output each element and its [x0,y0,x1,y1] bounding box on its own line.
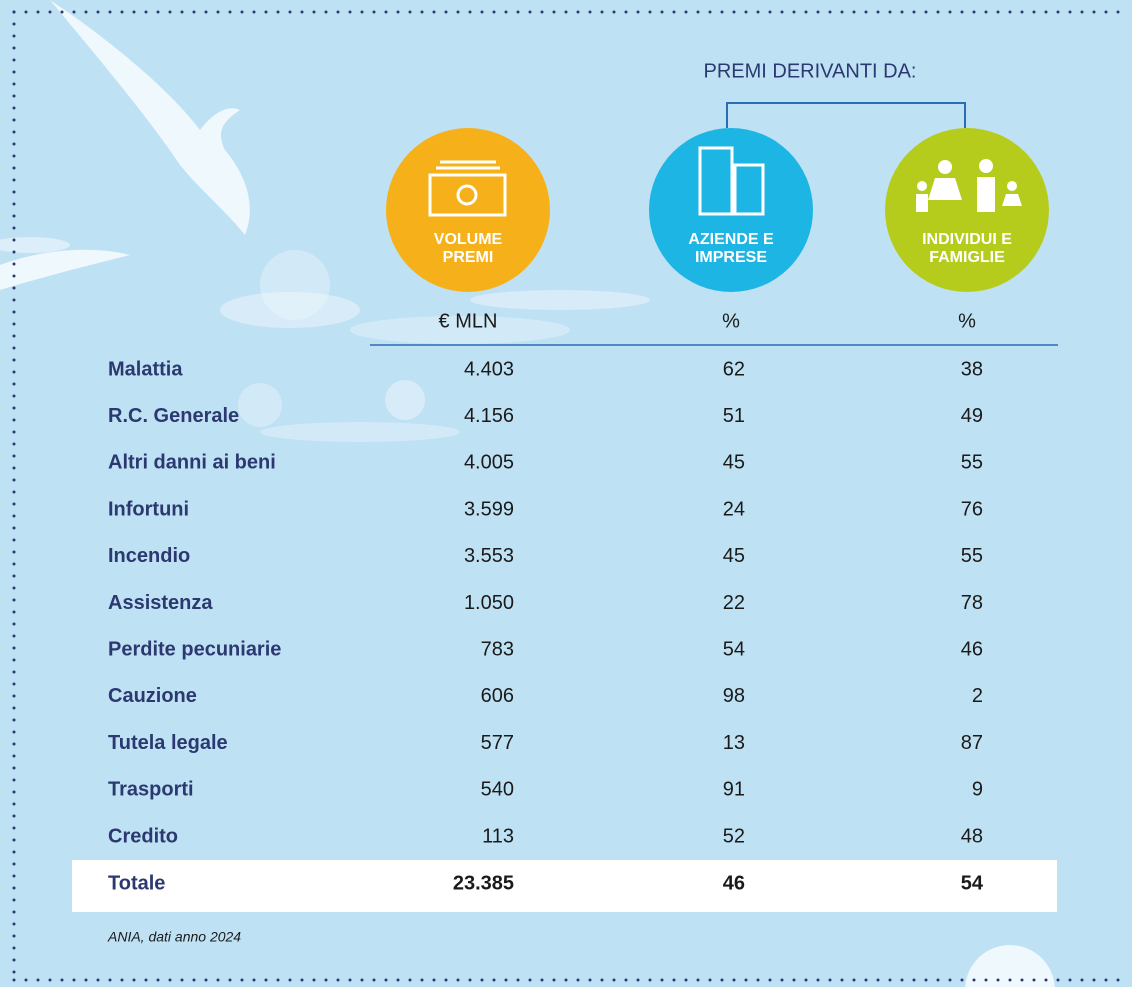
row-value: 87 [961,732,983,754]
circle-label: PREMI [443,249,494,266]
cloud [470,290,650,310]
total-value: 46 [723,872,745,894]
row-value: 48 [961,825,983,847]
row-value: 51 [723,405,745,427]
unit: € MLN [439,310,498,332]
row-label: Altri danni ai beni [108,452,276,474]
head [938,160,952,174]
row-value: 91 [723,779,745,801]
total-label: Totale [108,872,165,894]
row-value: 13 [723,732,745,754]
body [928,178,962,200]
row-label: Perdite pecuniarie [108,638,281,660]
row-value: 783 [481,638,514,660]
building [698,146,734,216]
row-value: 76 [961,498,983,520]
head [1007,181,1017,191]
row-label: R.C. Generale [108,405,239,427]
row-value: 78 [961,592,983,614]
circle-label: AZIENDE E [688,231,774,248]
unit: % [722,310,740,332]
row-value: 49 [961,405,983,427]
head [979,159,993,173]
row-value: 55 [961,545,983,567]
icon-family [916,159,1022,212]
row-value: 113 [482,825,514,847]
row-value: 4.156 [464,405,514,427]
cloud [965,945,1055,987]
circle-individui [885,128,1049,292]
row-label: Trasporti [108,779,194,801]
row-value: 4.005 [464,452,514,474]
row-value: 2 [972,685,983,707]
cloud [238,383,282,427]
icon-money [428,160,507,217]
row-label: Credito [108,825,178,847]
cloud [220,292,360,328]
seagull-wing [0,249,130,290]
bracket [726,102,966,128]
row-value: 54 [723,638,745,660]
total-value: 54 [961,872,984,894]
circle-label: VOLUME [434,231,503,248]
body [977,177,995,212]
building [733,163,765,216]
cloud [350,316,570,344]
row-label: Malattia [108,358,183,380]
row-value: 45 [723,452,745,474]
circle-label: IMPRESE [695,249,767,266]
cloud [260,250,330,320]
row-value: 3.553 [464,545,514,567]
header: PREMI DERIVANTI DA: [704,60,917,82]
row-value: 9 [972,779,983,801]
row-label: Cauzione [108,685,197,707]
row-value: 4.403 [464,358,514,380]
circle-label: INDIVIDUI E [922,231,1012,248]
row-value: 46 [961,638,983,660]
seagull [50,0,250,235]
total-band [72,860,1057,912]
row-value: 1.050 [464,592,514,614]
icon-buildings [698,146,765,216]
row-value: 55 [961,452,983,474]
unit: % [958,310,976,332]
row-value: 45 [723,545,745,567]
row-label: Tutela legale [108,732,228,754]
row-value: 38 [961,358,983,380]
cloud [0,237,70,253]
cloud [260,422,460,442]
circle-label: FAMIGLIE [929,249,1005,266]
source: ANIA, dati anno 2024 [107,929,241,945]
row-value: 3.599 [464,498,514,520]
circle-volume [386,128,550,292]
row-label: Incendio [108,545,190,567]
body [1002,194,1022,206]
body [916,194,928,212]
row-value: 24 [723,498,745,520]
coin [456,184,478,206]
head [917,181,927,191]
row-value: 540 [481,779,514,801]
row-value: 577 [481,732,514,754]
row-value: 62 [723,358,745,380]
row-value: 22 [723,592,745,614]
total-value: 23.385 [453,872,514,894]
row-label: Assistenza [108,592,213,614]
decorations [0,0,1055,987]
row-value: 606 [481,685,514,707]
row-value: 98 [723,685,745,707]
row-value: 52 [723,825,745,847]
row-label: Infortuni [108,498,189,520]
cloud [385,380,425,420]
banknote [428,173,507,217]
